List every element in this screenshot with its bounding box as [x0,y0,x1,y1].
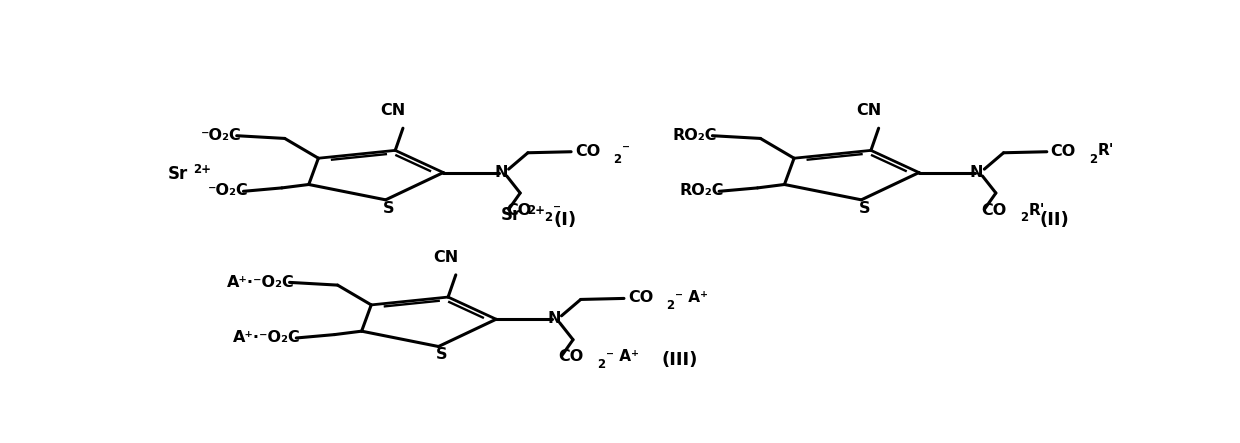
Text: 2: 2 [544,211,552,224]
Text: 2: 2 [614,153,621,166]
Text: R': R' [1028,202,1045,218]
Text: 2+: 2+ [527,204,544,217]
Text: 2: 2 [1089,153,1097,166]
Text: R': R' [1097,143,1115,158]
Text: CO: CO [506,202,531,218]
Text: N: N [547,311,560,326]
Text: S: S [858,201,870,216]
Text: ⁻O₂C: ⁻O₂C [201,128,242,143]
Text: (I): (I) [554,211,577,229]
Text: Sr: Sr [167,165,187,183]
Text: 2+: 2+ [193,163,212,175]
Text: ⁻ A⁺: ⁻ A⁺ [675,290,708,305]
Text: 2: 2 [596,358,605,371]
Text: (II): (II) [1039,211,1069,229]
Text: S: S [435,347,448,362]
Text: CN: CN [381,103,405,118]
Text: 2: 2 [1019,211,1028,224]
Text: Sr: Sr [501,206,521,224]
Text: CO: CO [559,349,584,364]
Text: 2: 2 [666,299,675,312]
Text: A⁺·⁻O₂C: A⁺·⁻O₂C [227,275,294,290]
Text: N: N [970,165,983,180]
Text: CO: CO [1050,144,1076,159]
Text: CO: CO [575,144,600,159]
Text: ⁻: ⁻ [622,143,630,158]
Text: A⁺·⁻O₂C: A⁺·⁻O₂C [233,330,301,345]
Text: N: N [495,165,507,180]
Text: S: S [383,201,394,216]
Text: RO₂C: RO₂C [680,183,724,198]
Text: RO₂C: RO₂C [672,128,717,143]
Text: ⁻ A⁺: ⁻ A⁺ [605,349,639,364]
Text: CO: CO [627,290,653,305]
Text: ⁻: ⁻ [553,202,560,218]
Text: CO: CO [982,202,1007,218]
Text: (III): (III) [661,351,698,369]
Text: CN: CN [434,250,459,264]
Text: CN: CN [857,103,882,118]
Text: ⁻O₂C: ⁻O₂C [207,183,248,198]
